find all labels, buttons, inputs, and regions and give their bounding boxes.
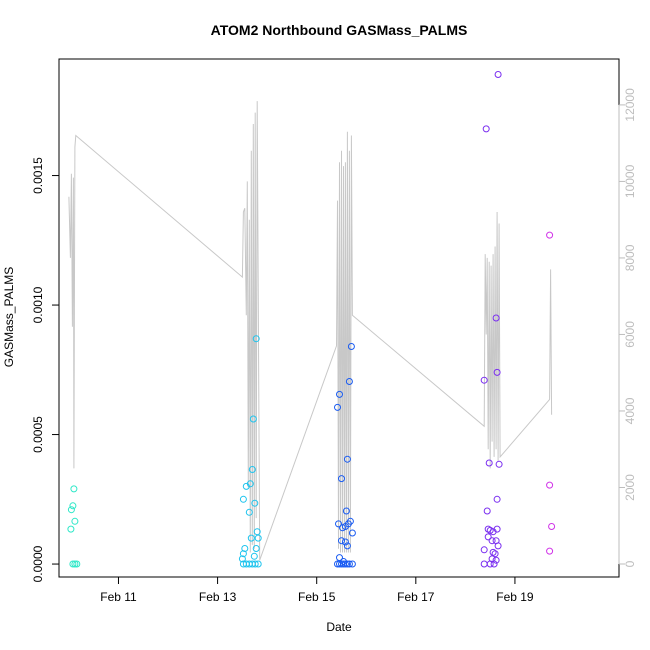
y-tick-label-0: 0.0000 xyxy=(31,545,45,582)
y-axis-left: 0.0000 0.0005 0.0010 0.0015 xyxy=(31,157,60,582)
scatter-point-61 xyxy=(485,459,493,467)
scatter-point-35 xyxy=(338,475,345,483)
scatter-point-32 xyxy=(345,378,353,385)
scatter-point-8 xyxy=(239,495,247,503)
scatter-point-64 xyxy=(483,507,491,515)
scatter-point-4 xyxy=(71,517,79,525)
scatter-point-84 xyxy=(546,547,554,555)
scatter-point-20 xyxy=(239,550,247,558)
scatter-point-77 xyxy=(492,556,500,564)
x-tick-label-1: Feb 13 xyxy=(199,590,237,604)
y-tick-label-1: 0.0005 xyxy=(31,416,45,453)
scatter-point-63 xyxy=(493,495,501,503)
scatter-point-68 xyxy=(493,525,501,533)
scatter-point-17 xyxy=(253,528,261,536)
y2-tick-label-2: 4000 xyxy=(623,397,637,424)
scatter-point-23 xyxy=(250,552,258,560)
scatter-point-11 xyxy=(248,466,256,473)
scatter-point-42 xyxy=(348,529,356,537)
scatter-point-70 xyxy=(488,537,496,545)
y2-tick-label-5: 10000 xyxy=(623,164,637,198)
scatter-point-28 xyxy=(251,560,259,568)
scatter-point-45 xyxy=(343,542,351,550)
scatter-point-60 xyxy=(493,368,501,376)
scatter-point-72 xyxy=(494,542,502,550)
scatter-point-15 xyxy=(251,499,259,507)
scatter-point-78 xyxy=(480,560,488,568)
y2-tick-label-3: 6000 xyxy=(623,321,637,348)
scatter-point-44 xyxy=(341,538,349,546)
chart-title: ATOM2 Northbound GASMass_PALMS xyxy=(211,22,468,38)
scatter-point-53 xyxy=(343,560,351,568)
y-axis-right: 0 2000 4000 6000 8000 10000 12000 xyxy=(618,88,637,567)
scatter-point-74 xyxy=(489,548,497,556)
scatter-point-55 xyxy=(348,560,356,568)
x-axis: Feb 11 Feb 13 Feb 15 Feb 17 Feb 19 xyxy=(100,576,534,604)
scatter-point-30 xyxy=(334,403,341,411)
scatter-point-18 xyxy=(254,534,262,542)
scatter-point-12 xyxy=(249,415,257,423)
scatter-point-62 xyxy=(495,460,503,468)
scatter-point-83 xyxy=(548,523,556,530)
scatter-point-14 xyxy=(245,508,253,516)
scatter-point-2 xyxy=(67,525,75,533)
x-tick-label-4: Feb 19 xyxy=(496,590,534,604)
scatter-point-41 xyxy=(346,517,354,525)
x-tick-label-2: Feb 15 xyxy=(298,590,336,604)
scatter-point-33 xyxy=(347,343,355,350)
scatter-point-73 xyxy=(480,546,488,554)
trace-line xyxy=(68,101,553,561)
x-tick-label-3: Feb 17 xyxy=(397,590,435,604)
scatter-point-79 xyxy=(486,560,494,568)
scatter-point-59 xyxy=(480,376,488,384)
scatter-point-layer xyxy=(67,71,556,568)
scatter-point-43 xyxy=(338,537,345,545)
scatter-point-29 xyxy=(254,560,262,568)
scatter-point-81 xyxy=(546,231,554,239)
y2-tick-label-0: 0 xyxy=(623,560,637,567)
scatter-point-3 xyxy=(70,485,78,493)
scatter-point-31 xyxy=(336,390,343,398)
scatter-point-1 xyxy=(69,502,77,510)
y2-tick-label-6: 12000 xyxy=(623,88,637,122)
scatter-point-57 xyxy=(494,71,502,78)
x-axis-label: Date xyxy=(326,620,352,634)
y-tick-label-3: 0.0015 xyxy=(31,157,45,194)
scatter-point-16 xyxy=(247,534,255,542)
scatter-point-6 xyxy=(71,560,79,568)
scatter-point-75 xyxy=(491,550,499,558)
x-tick-label-0: Feb 11 xyxy=(100,590,137,604)
scatter-point-5 xyxy=(69,560,77,568)
scatter-point-19 xyxy=(241,545,249,552)
y2-tick-label-1: 2000 xyxy=(623,474,637,501)
scatter-point-0 xyxy=(67,506,75,514)
scatter-point-13 xyxy=(252,335,260,343)
scatter-point-37 xyxy=(335,520,342,528)
scatter-point-7 xyxy=(73,560,81,568)
y-axis-label: GASMass_PALMS xyxy=(2,267,16,367)
trace-line-layer xyxy=(68,101,553,561)
y2-tick-label-4: 8000 xyxy=(623,244,637,271)
scatter-point-82 xyxy=(546,481,554,489)
y-tick-label-2: 0.0010 xyxy=(31,286,45,323)
scatter-point-36 xyxy=(342,507,350,515)
scatter-point-34 xyxy=(343,455,351,463)
scatter-point-56 xyxy=(482,125,490,133)
scatter-point-52 xyxy=(341,560,349,568)
scatter-point-69 xyxy=(484,533,492,541)
scatter-point-54 xyxy=(345,560,353,568)
scatter-point-21 xyxy=(238,555,246,563)
scatter-point-22 xyxy=(252,545,260,552)
scatter-point-80 xyxy=(490,560,498,568)
scatter-point-10 xyxy=(246,480,254,488)
scatter-point-58 xyxy=(492,314,500,322)
